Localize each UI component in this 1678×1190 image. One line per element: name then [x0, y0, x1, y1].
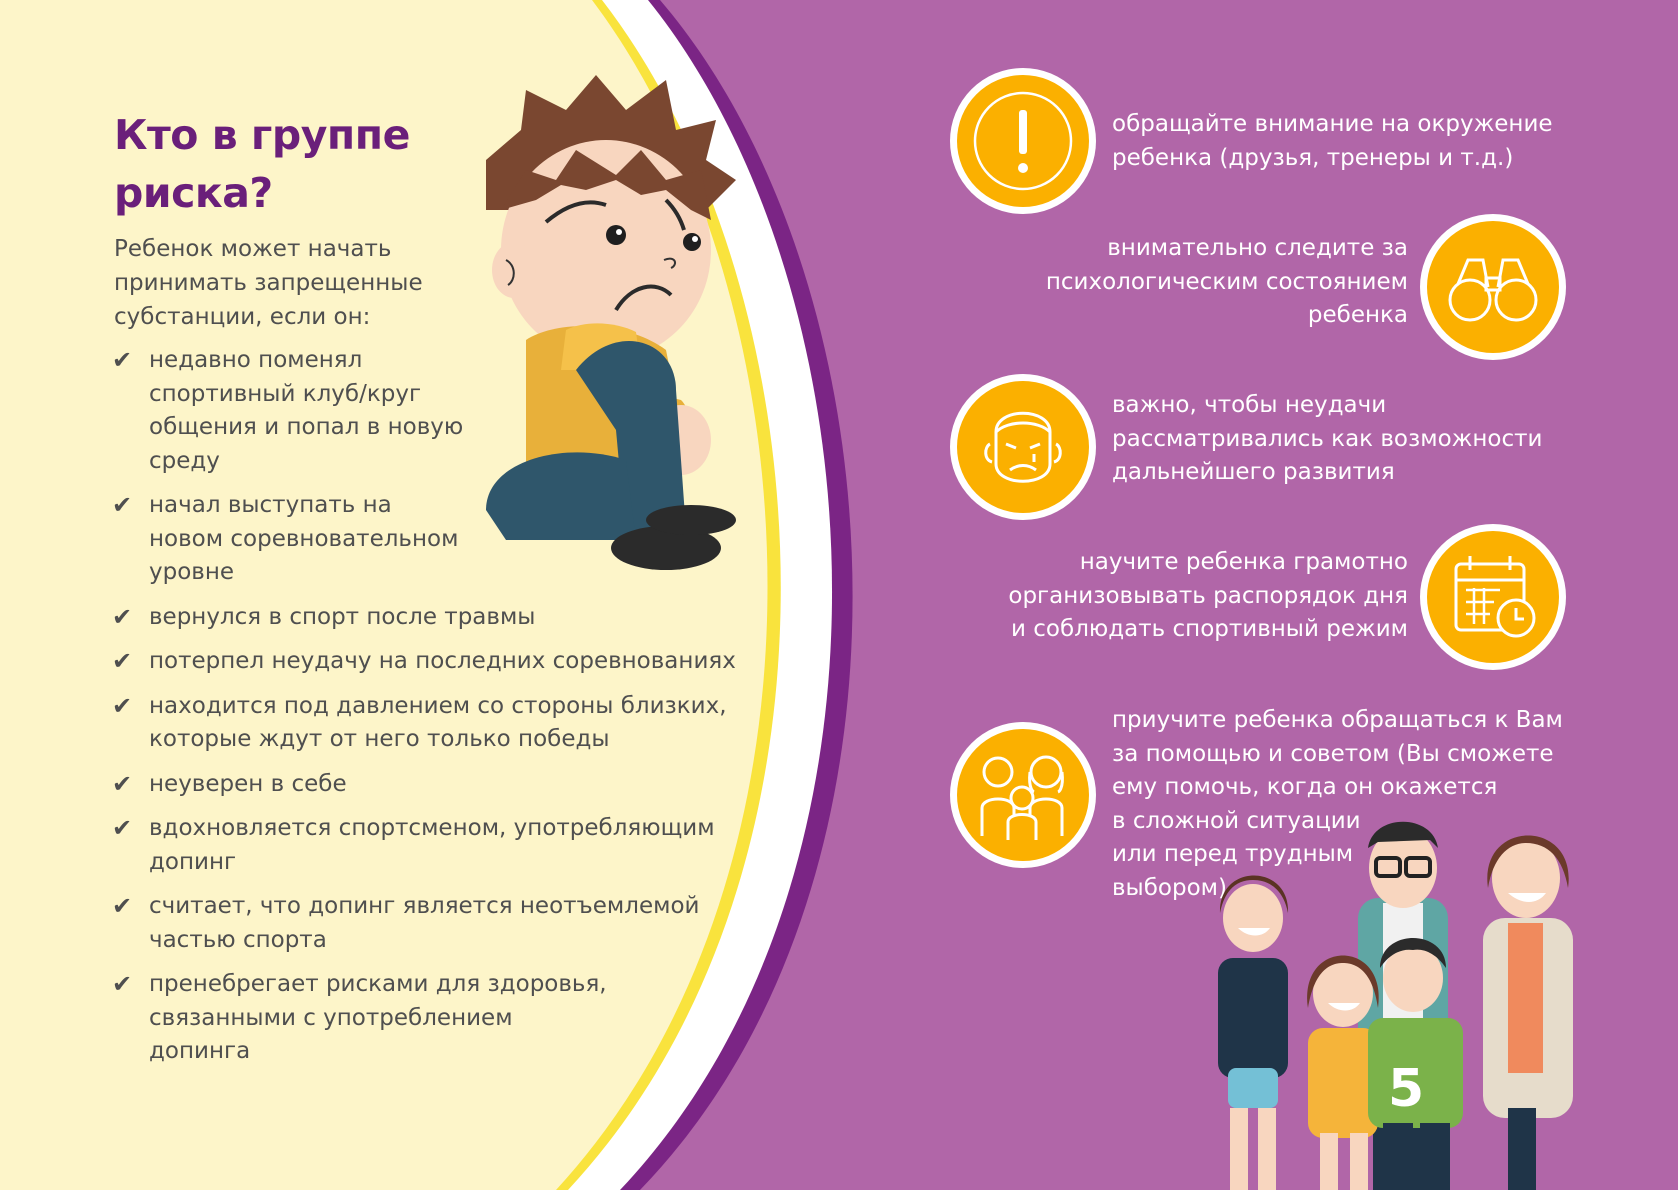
check-icon: ✔ — [112, 691, 133, 720]
advice-text-1: обращайте внимание на окружение ребенка … — [1112, 111, 1553, 171]
page-title: Кто в группе риска? — [114, 111, 410, 217]
check-icon: ✔ — [112, 892, 133, 920]
binoculars-icon — [1420, 214, 1566, 360]
check-icon: ✔ — [112, 970, 133, 998]
calendar-clock-icon — [1420, 524, 1566, 670]
sad-boy-illustration — [486, 75, 736, 570]
list-item: ✔ вернулся в спорт после травмы — [112, 601, 736, 635]
advice-text-3: важно, чтобы неудачи рассматривались как… — [1112, 392, 1543, 485]
list-item: ✔ потерпел неудачу на последних соревнова… — [112, 645, 736, 679]
list-item: ✔ начал выступать на новом соревновательн… — [112, 489, 736, 590]
family-icon — [950, 722, 1096, 868]
check-icon: ✔ — [112, 769, 133, 798]
check-icon: ✔ — [112, 346, 133, 374]
check-icon: ✔ — [112, 647, 133, 675]
advice-text-4: научите ребенка грамотно организовывать … — [1008, 549, 1408, 642]
list-item: ✔ считает, что допинг является неотъемлем… — [112, 890, 736, 957]
shirt-number: 5 — [1388, 1059, 1424, 1119]
risk-list: ✔ недавно поменял спортивный клуб/круг об… — [112, 344, 736, 1080]
check-icon: ✔ — [112, 814, 133, 842]
family-illustration: 5 — [1218, 821, 1573, 1190]
list-item: ✔ вдохновляется спортсменом, употребляющи… — [112, 812, 736, 879]
advice-text-2: внимательно следите за психологическим с… — [1045, 235, 1408, 328]
exclamation-icon — [950, 68, 1096, 214]
list-item: ✔ недавно поменял спортивный клуб/круг об… — [112, 344, 736, 478]
intro-text: Ребенок может начать принимать запрещенн… — [114, 236, 423, 330]
check-icon: ✔ — [112, 491, 133, 519]
list-item: ✔ пренебрегает рисками для здоровья, связ… — [112, 968, 736, 1069]
advice-text-5: приучите ребенка обращаться к Вам за пом… — [1112, 707, 1563, 901]
list-item: ✔ находится под давлением со стороны близ… — [112, 690, 736, 757]
check-icon: ✔ — [112, 602, 133, 631]
list-item: ✔ неуверен в себе — [112, 768, 736, 802]
sad-face-icon — [950, 374, 1096, 520]
